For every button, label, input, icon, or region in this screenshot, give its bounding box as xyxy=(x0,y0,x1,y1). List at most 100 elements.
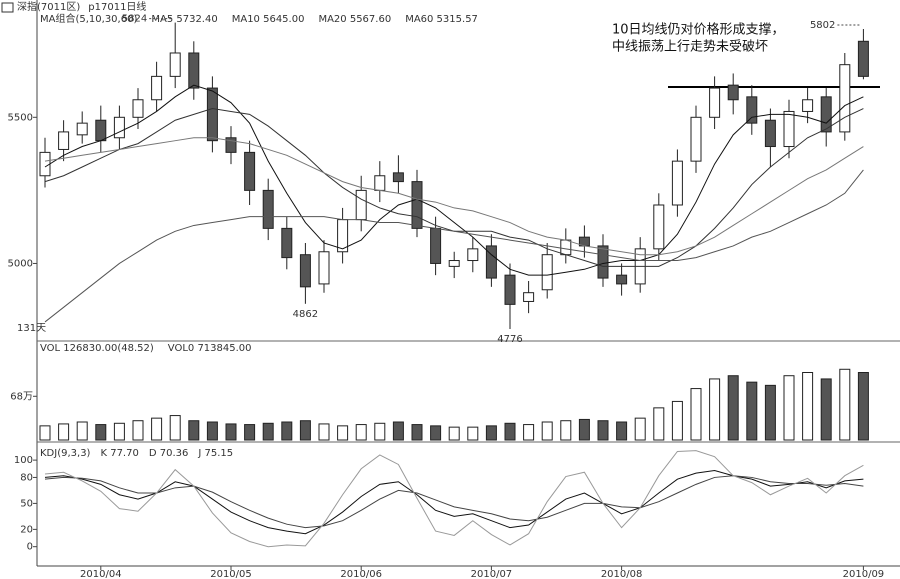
candle-body xyxy=(616,274,628,285)
candle-body xyxy=(355,189,367,221)
price-label: 5802 xyxy=(810,20,835,31)
candle-body xyxy=(523,292,535,302)
candle-body xyxy=(169,52,181,77)
volume-bar xyxy=(578,418,590,441)
candle-body xyxy=(467,248,479,262)
indicator-line xyxy=(44,84,864,276)
header-text: MA组合(5,10,30,60) xyxy=(40,12,137,25)
candle-body xyxy=(783,110,795,148)
candle-body xyxy=(485,245,497,279)
indicator-line xyxy=(44,169,864,323)
candle-body xyxy=(188,52,200,89)
header-text: KDJ(9,3,3) xyxy=(40,448,91,459)
price-label: 4776 xyxy=(497,334,522,345)
candle-body xyxy=(541,254,553,291)
candle-body xyxy=(560,239,572,256)
candle-body xyxy=(746,96,758,124)
volume-bar xyxy=(523,424,535,441)
volume-bar xyxy=(95,424,107,441)
candle-body xyxy=(411,181,423,229)
indicator-line xyxy=(44,469,864,535)
candle-body xyxy=(76,122,88,136)
volume-bar xyxy=(76,421,88,441)
volume-bar xyxy=(281,421,293,441)
header-text: D 70.36 xyxy=(149,448,189,459)
candle-body xyxy=(504,274,516,305)
volume-bar xyxy=(485,425,497,441)
volume-bar xyxy=(113,422,125,441)
x-tick-label: 2010/04 xyxy=(80,569,122,579)
y-tick-label: 20 xyxy=(20,524,33,535)
days-label: 131天 xyxy=(17,323,46,334)
candle-body xyxy=(95,119,107,142)
volume-bar xyxy=(709,378,721,441)
volume-bar xyxy=(653,407,665,441)
header-text: 深指(7011区) xyxy=(17,0,80,13)
header-text: K 77.70 xyxy=(100,448,138,459)
volume-bar xyxy=(504,422,516,441)
candle-body xyxy=(448,260,460,267)
volume-bar xyxy=(857,372,869,441)
volume-bar xyxy=(634,417,646,441)
volume-bar xyxy=(430,425,442,441)
candle-body xyxy=(132,99,144,118)
candle-body xyxy=(709,87,721,118)
volume-bar xyxy=(132,420,144,441)
candle-body xyxy=(58,131,70,150)
header-text: J 75.15 xyxy=(197,448,233,459)
annotation: 中线振荡上行走势未受破坏 xyxy=(612,39,768,55)
x-tick-label: 2010/05 xyxy=(210,569,252,579)
y-tick-label: 100 xyxy=(14,455,33,466)
volume-bar xyxy=(541,421,553,441)
volume-bar xyxy=(318,423,330,441)
candle-body xyxy=(727,84,739,101)
volume-bar xyxy=(746,381,758,441)
candle-body xyxy=(318,251,330,285)
volume-bar xyxy=(560,420,572,441)
candle-body xyxy=(151,75,163,101)
volume-bar xyxy=(671,400,683,441)
volume-bar xyxy=(820,378,832,441)
price-label: 5824 xyxy=(122,14,147,25)
volume-bar xyxy=(392,421,404,441)
x-tick-label: 2010/06 xyxy=(340,569,382,579)
candle-body xyxy=(281,227,293,259)
volume-bar xyxy=(206,421,218,441)
header-text: VOL0 713845.00 xyxy=(168,343,252,354)
y-tick-label: 50 xyxy=(20,498,33,509)
volume-bar xyxy=(448,426,460,441)
x-tick-label: 2010/09 xyxy=(843,569,885,579)
x-tick-label: 2010/07 xyxy=(471,569,513,579)
candle-body xyxy=(244,151,256,191)
candle-body xyxy=(430,227,442,264)
header-text: VOL 126830.00(48.52) xyxy=(40,343,154,354)
volume-bar xyxy=(299,420,311,441)
volume-bar xyxy=(355,424,367,441)
candle-body xyxy=(820,96,832,133)
candle-body xyxy=(597,245,609,279)
volume-bar xyxy=(262,422,274,441)
header-text: MA20 5567.60 xyxy=(318,14,391,25)
candle-body xyxy=(802,99,814,112)
volume-bar xyxy=(151,417,163,441)
candle-body xyxy=(392,172,404,183)
volume-bar xyxy=(802,372,814,441)
y-tick-label: 0 xyxy=(27,542,33,553)
volume-bar xyxy=(467,426,479,441)
header-text: p17011日线 xyxy=(88,0,146,13)
volume-bar xyxy=(839,368,851,441)
header-text: MA60 5315.57 xyxy=(405,14,478,25)
icon xyxy=(1,2,14,13)
candle-body xyxy=(113,116,125,139)
y-tick-label: 5500 xyxy=(8,112,33,123)
header-text: MA5 5732.40 xyxy=(151,14,217,25)
volume-bar xyxy=(690,388,702,441)
candle-body xyxy=(299,254,311,288)
candle-body xyxy=(671,160,683,206)
candle-body xyxy=(39,151,51,177)
candle-body xyxy=(374,175,386,191)
volume-bar xyxy=(225,423,237,441)
volume-bar xyxy=(597,420,609,441)
candle-body xyxy=(206,87,218,142)
